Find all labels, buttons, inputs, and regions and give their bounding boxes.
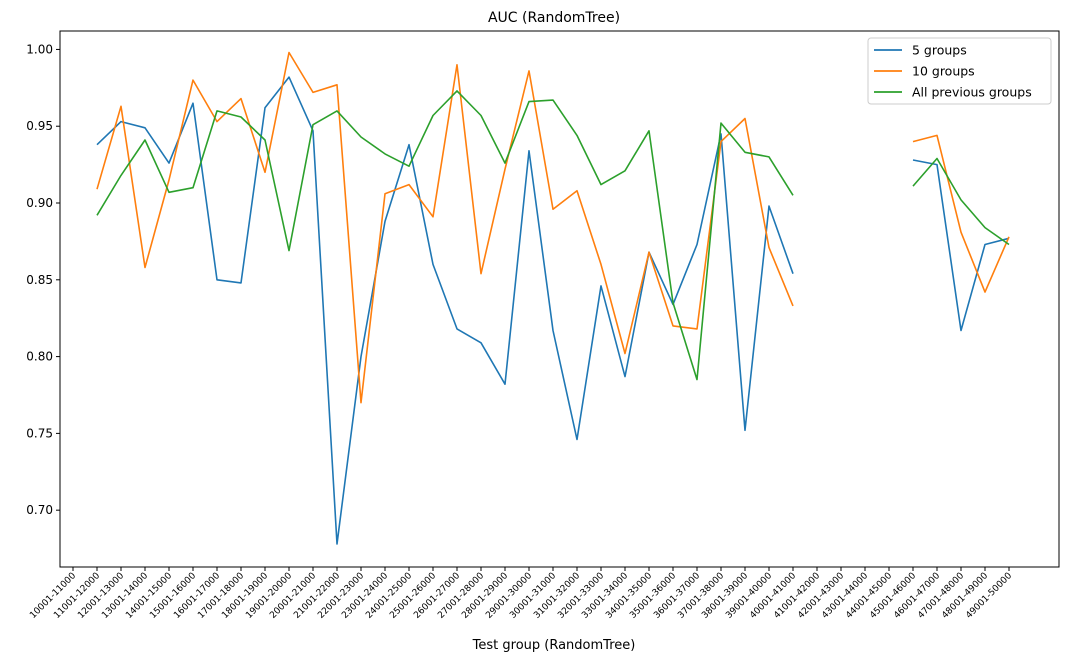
y-tick-label: 0.80: [26, 350, 53, 364]
y-tick-label: 0.90: [26, 196, 53, 210]
legend-box: [867, 37, 1052, 105]
x-axis: 10001-1100011001-1200012001-1300013001-1…: [28, 567, 1014, 621]
y-tick-label: 0.95: [26, 119, 53, 133]
series-line: [96, 76, 1010, 545]
y-tick-label: 0.85: [26, 273, 53, 287]
x-axis-label: Test group (RandomTree): [472, 638, 636, 653]
legend-label: 10 groups: [912, 64, 975, 79]
chart-title: AUC (RandomTree): [488, 10, 620, 26]
series-line: [96, 51, 1010, 404]
series-line: [96, 90, 1010, 381]
plot-area: [59, 30, 1060, 568]
legend-label: All previous groups: [912, 85, 1032, 100]
y-axis: 0.70 0.75 0.80 0.85 0.90 0.95 1.00: [26, 42, 60, 517]
legend-label: 5 groups: [912, 43, 967, 58]
y-tick-label: 1.00: [26, 42, 53, 56]
legend: 5 groups 10 groups All previous groups: [867, 37, 1052, 105]
y-tick-label: 0.75: [26, 426, 53, 440]
y-tick-label: 0.70: [26, 503, 53, 517]
series-lines: [96, 51, 1010, 545]
